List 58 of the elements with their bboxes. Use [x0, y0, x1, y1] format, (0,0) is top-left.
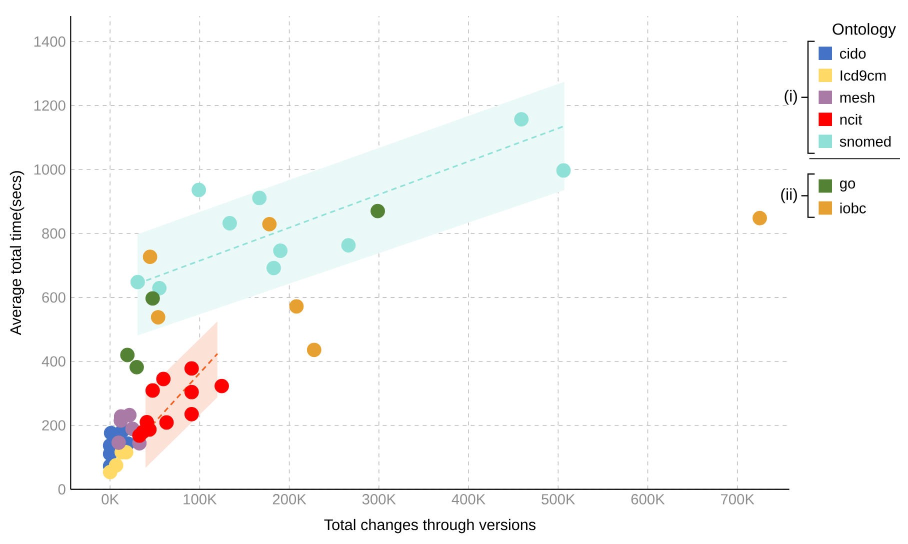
point: [370, 204, 385, 218]
legend-title: Ontology: [832, 23, 896, 38]
point: [262, 217, 277, 232]
x-tick-label: 600K: [631, 494, 665, 504]
legend-label: snomed: [840, 136, 891, 147]
legend-label: mesh: [840, 92, 874, 103]
annotation: (ii): [781, 188, 797, 204]
y-tick-label: 1400: [34, 36, 66, 47]
point: [266, 260, 281, 276]
point: [120, 348, 135, 362]
point: [184, 406, 199, 422]
point: [152, 280, 167, 296]
point: [150, 310, 166, 324]
x-tick-label: 700K: [720, 494, 754, 504]
x-axis-title: Total changes through versions: [324, 518, 536, 534]
y-tick-label: 1000: [34, 164, 66, 175]
point: [156, 372, 171, 386]
y-axis-title: Average total time(secs): [10, 171, 24, 336]
legend-label: ncit: [840, 114, 862, 125]
point: [556, 163, 571, 178]
point: [289, 299, 304, 314]
point: [111, 435, 126, 450]
x-tick-label: 300K: [362, 494, 396, 504]
point: [306, 342, 322, 358]
y-tick-label: 600: [42, 292, 66, 303]
annotation: (i): [784, 90, 797, 105]
point: [142, 250, 158, 264]
y-tick-label: 200: [42, 420, 66, 431]
x-tick-label: 400K: [452, 494, 486, 504]
point: [222, 216, 237, 230]
point: [184, 384, 199, 400]
y-tick-label: 1200: [34, 100, 66, 111]
x-tick-label: 100K: [184, 494, 217, 504]
point: [136, 424, 150, 440]
point: [252, 190, 267, 206]
point: [145, 291, 160, 306]
x-tick-label: 500K: [542, 494, 576, 504]
point: [341, 238, 356, 253]
y-tick-label: 800: [42, 228, 66, 239]
point: [184, 361, 199, 376]
legend-label: cido: [840, 48, 866, 59]
legend-label: go: [840, 180, 856, 192]
point: [108, 458, 124, 473]
point: [159, 415, 174, 430]
legend-label: iobc: [840, 202, 866, 214]
y-tick-label: 400: [42, 356, 66, 367]
point: [514, 112, 529, 127]
y-tick-label: 0: [58, 484, 66, 495]
point: [130, 274, 145, 290]
x-tick-label: 0K: [102, 494, 119, 504]
point: [130, 360, 144, 374]
point: [273, 244, 288, 258]
point: [752, 210, 767, 226]
x-tick-label: 200K: [272, 494, 306, 504]
point: [145, 383, 160, 398]
point: [214, 378, 229, 394]
legend-label: Icd9cm: [840, 70, 886, 81]
point: [192, 182, 206, 198]
